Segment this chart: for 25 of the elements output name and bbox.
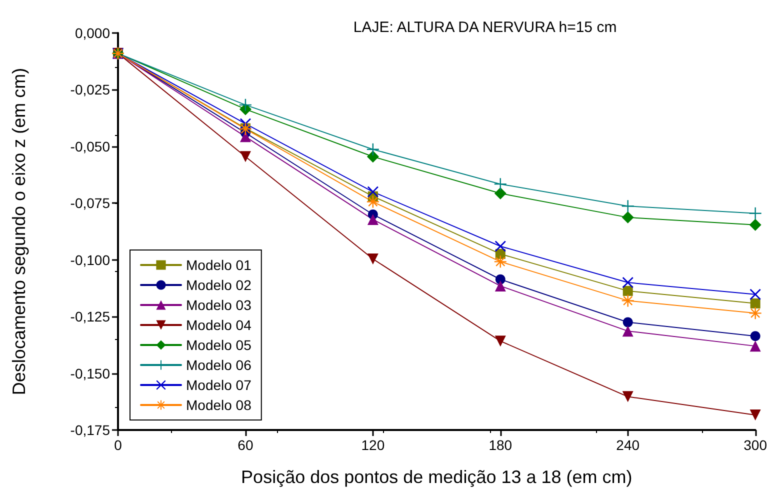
y-tick-label: 0,000 xyxy=(74,25,110,41)
x-tick-label: 240 xyxy=(616,437,640,453)
x-tick-label: 0 xyxy=(114,437,122,453)
legend-label: Modelo 02 xyxy=(186,277,252,293)
y-axis-title: Deslocamento segundo o eixo z (em cm) xyxy=(9,68,29,396)
legend-label: Modelo 07 xyxy=(186,377,252,393)
x-tick-label: 180 xyxy=(488,437,512,453)
x-tick-label: 60 xyxy=(238,437,254,453)
legend-label: Modelo 06 xyxy=(186,357,252,373)
legend-label: Modelo 01 xyxy=(186,257,252,273)
legend-label: Modelo 05 xyxy=(186,337,252,353)
y-tick-label: -0,175 xyxy=(70,422,110,438)
y-tick-label: -0,125 xyxy=(70,308,110,325)
legend-label: Modelo 03 xyxy=(186,297,252,313)
x-axis-title: Posição dos pontos de medição 13 a 18 (em cm) xyxy=(241,467,632,487)
x-tick-label: 300 xyxy=(744,437,768,453)
legend-label: Modelo 04 xyxy=(186,317,252,333)
y-tick-label: -0,075 xyxy=(70,195,110,212)
y-tick-label: -0,150 xyxy=(70,365,110,382)
y-tick-label: -0,025 xyxy=(70,82,110,98)
annotation: LAJE: ALTURA DA NERVURA h=15 cm xyxy=(353,19,617,36)
legend-label: Modelo 08 xyxy=(186,397,252,413)
x-tick-label: 120 xyxy=(361,437,385,453)
y-tick-label: -0,100 xyxy=(70,252,110,268)
y-tick-label: -0,050 xyxy=(70,138,110,154)
